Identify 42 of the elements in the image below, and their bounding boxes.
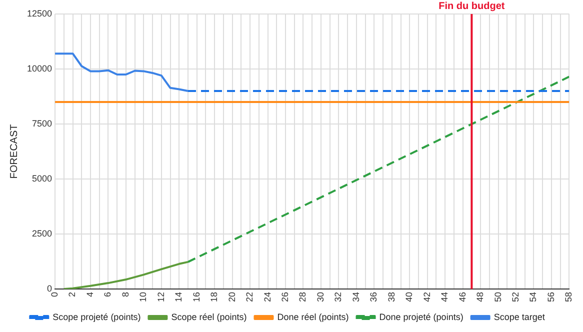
y-tick-label: 7500 xyxy=(32,118,52,128)
x-tick-label: 10 xyxy=(138,292,148,302)
legend-label: Scope target xyxy=(494,312,546,322)
x-tick-label: 56 xyxy=(546,292,556,302)
x-tick-label: 14 xyxy=(174,292,184,302)
y-tick-label: 5000 xyxy=(32,173,52,184)
x-tick-label: 48 xyxy=(475,292,486,302)
legend-label: Scope projeté (points) xyxy=(52,312,141,322)
x-tick-label: 40 xyxy=(404,292,414,302)
x-tick-label: 44 xyxy=(440,292,450,302)
y-tick-label: 12500 xyxy=(26,8,52,18)
x-tick-label: 12 xyxy=(156,292,166,302)
x-tick-label: 42 xyxy=(422,292,432,302)
legend-label: Done réel (points) xyxy=(277,312,349,322)
x-tick-label: 4 xyxy=(84,292,95,298)
x-tick-label: 22 xyxy=(244,292,255,302)
legend-label: Scope réel (points) xyxy=(171,312,247,322)
x-tick-label: 6 xyxy=(102,292,113,298)
x-tick-label: 46 xyxy=(457,292,468,302)
x-tick-label: 58 xyxy=(564,292,574,302)
x-tick-label: 2 xyxy=(67,292,78,298)
x-tick-label: 26 xyxy=(280,292,290,302)
x-tick-label: 24 xyxy=(262,292,272,302)
x-tick-label: 28 xyxy=(298,292,308,302)
y-tick-label: 2500 xyxy=(32,228,52,238)
y-tick-label: 10000 xyxy=(26,63,52,74)
x-tick-label: 38 xyxy=(386,292,396,302)
x-tick-label: 0 xyxy=(50,292,60,298)
ref-line-label: Fin du budget xyxy=(438,0,506,12)
x-tick-label: 18 xyxy=(209,292,220,302)
x-tick-label: 16 xyxy=(191,292,202,302)
x-tick-label: 32 xyxy=(333,292,344,302)
x-tick-label: 20 xyxy=(226,292,237,302)
x-tick-label: 36 xyxy=(368,292,379,302)
x-tick-label: 34 xyxy=(350,292,361,302)
x-tick-label: 50 xyxy=(492,292,503,302)
legend-label: Done projeté (points) xyxy=(379,312,464,322)
x-tick-label: 52 xyxy=(510,292,520,302)
x-tick-label: 30 xyxy=(315,292,326,302)
x-tick-label: 8 xyxy=(120,292,130,298)
y-axis-title: FORECAST xyxy=(8,124,20,179)
x-tick-label: 54 xyxy=(528,292,538,302)
